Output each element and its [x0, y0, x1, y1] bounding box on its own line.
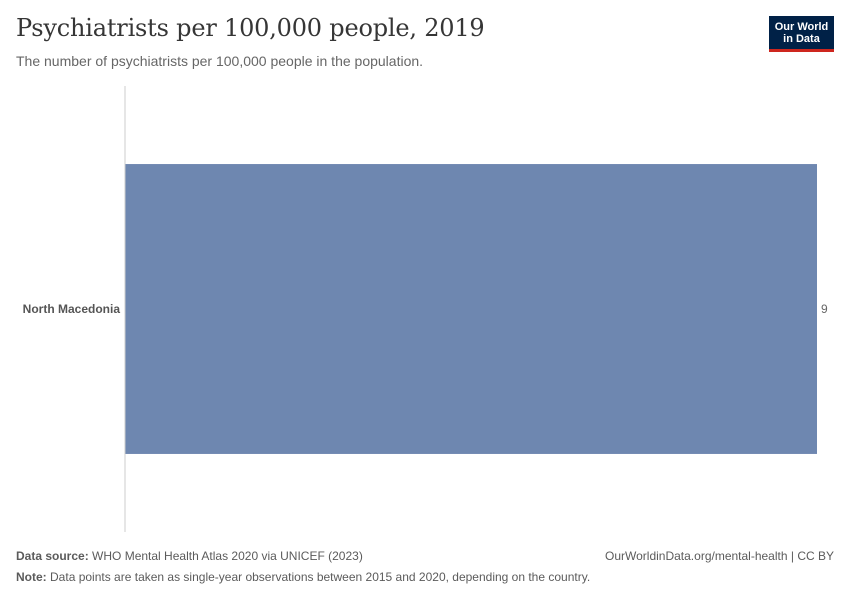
bar-north-macedonia[interactable]	[125, 164, 817, 454]
value-label: 9	[821, 302, 828, 316]
chart-subtitle: The number of psychiatrists per 100,000 …	[16, 53, 424, 69]
data-source-text[interactable]: WHO Mental Health Atlas 2020 via UNICEF …	[92, 549, 363, 563]
category-label: North Macedonia	[23, 302, 121, 316]
data-source-line: Data source: WHO Mental Health Atlas 202…	[16, 549, 834, 563]
owid-logo[interactable]: Our World in Data	[769, 16, 834, 52]
attribution-link[interactable]: OurWorldinData.org/mental-health | CC BY	[605, 549, 834, 563]
data-source-label: Data source:	[16, 549, 89, 563]
chart-title: Psychiatrists per 100,000 people, 2019	[16, 14, 485, 42]
logo-line-1: Our World	[774, 21, 829, 33]
logo-line-2: in Data	[783, 33, 820, 45]
note-line: Note: Data points are taken as single-ye…	[16, 570, 834, 584]
note-text: Data points are taken as single-year obs…	[50, 570, 591, 584]
note-label: Note:	[16, 570, 47, 584]
